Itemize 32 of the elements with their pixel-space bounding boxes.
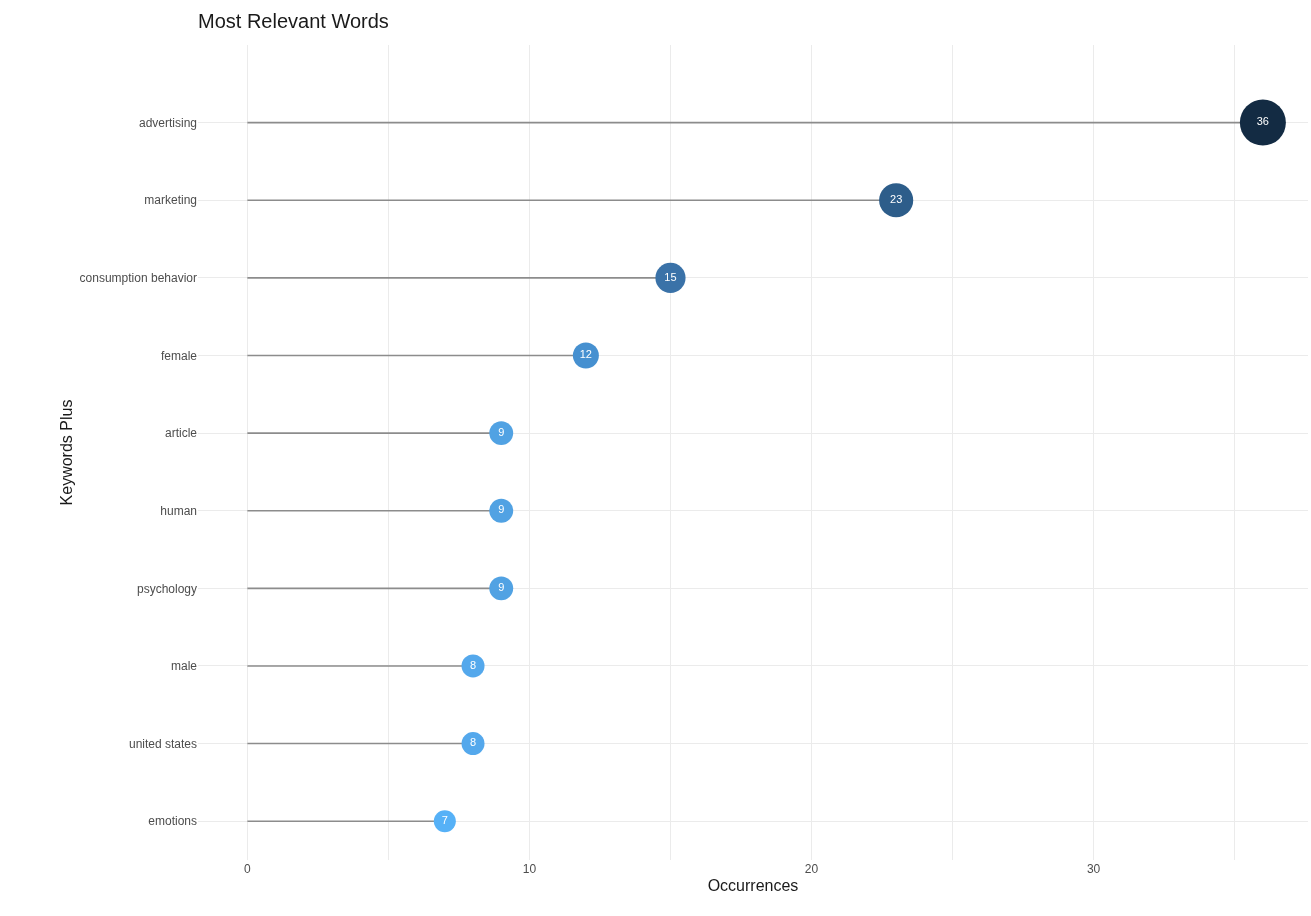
- point: [489, 498, 514, 523]
- point: [461, 654, 485, 678]
- data-label: 23: [890, 192, 903, 205]
- x-tick-label: 20: [804, 862, 819, 876]
- data-label: 8: [469, 658, 477, 671]
- data-label: 15: [664, 270, 677, 283]
- point: [489, 421, 514, 446]
- x-tick-label: 0: [244, 862, 252, 876]
- y-tick-label: article: [164, 426, 198, 441]
- y-tick-label: united states: [128, 736, 197, 751]
- y-tick-label: advertising: [138, 115, 197, 130]
- y-tick-label: emotions: [148, 814, 197, 829]
- y-tick-label: consumption behavior: [79, 271, 197, 286]
- data-label: 7: [441, 813, 448, 826]
- data-label: 9: [498, 581, 505, 594]
- data-label: 36: [1256, 115, 1269, 128]
- y-tick-label: male: [170, 659, 198, 674]
- chart-title: Most Relevant Words: [198, 9, 389, 32]
- data-label: 9: [498, 503, 505, 516]
- point: [489, 576, 514, 601]
- x-tick-label: 10: [522, 862, 537, 876]
- x-axis-title: Occurrences: [707, 876, 799, 894]
- point: [433, 810, 456, 833]
- data-label: 12: [579, 348, 592, 361]
- y-axis-title: Keywords Plus: [58, 399, 76, 506]
- y-tick-label: marketing: [144, 193, 197, 208]
- y-tick-label: female: [160, 348, 198, 363]
- y-tick-label: psychology: [136, 581, 197, 596]
- y-tick-label: human: [160, 503, 197, 518]
- data-label: 8: [469, 736, 477, 749]
- x-tick-label: 30: [1086, 862, 1101, 876]
- data-label: 9: [498, 425, 505, 438]
